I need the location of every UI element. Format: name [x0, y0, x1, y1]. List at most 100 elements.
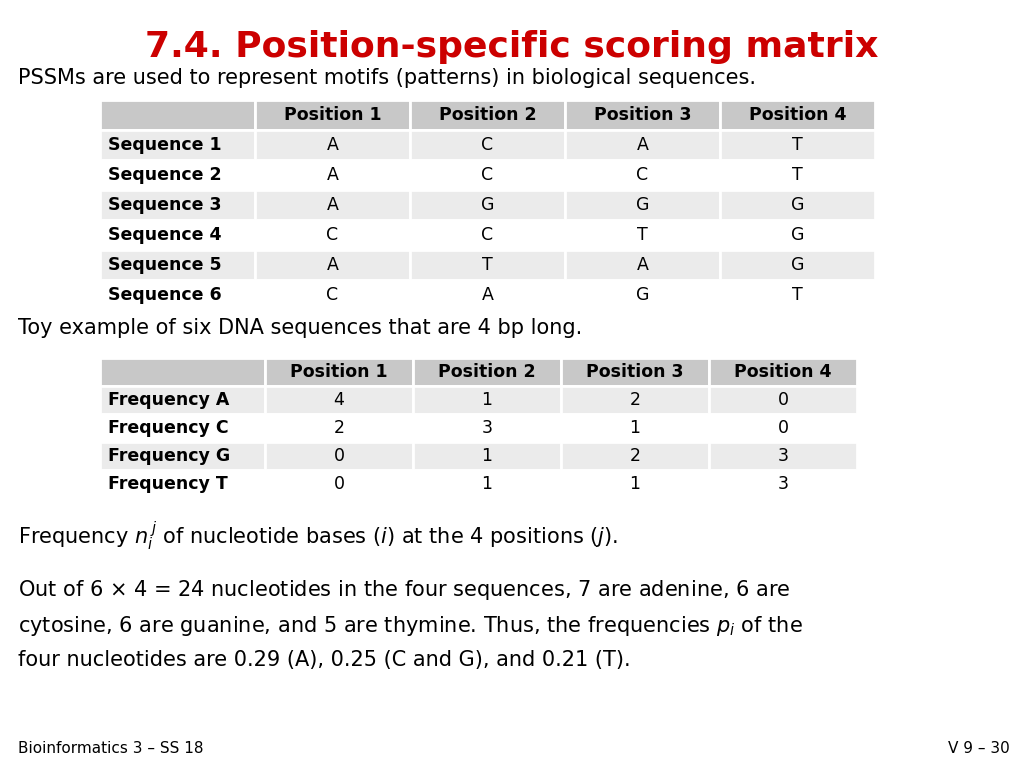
- Bar: [720, 190, 874, 220]
- Text: G: G: [480, 196, 495, 214]
- Text: Sequence 4: Sequence 4: [108, 226, 221, 244]
- Bar: [100, 442, 265, 470]
- Bar: [709, 470, 857, 498]
- Bar: [255, 220, 410, 250]
- Bar: [100, 414, 265, 442]
- Text: Position 4: Position 4: [749, 106, 846, 124]
- Text: 2: 2: [334, 419, 344, 437]
- Bar: [561, 358, 709, 386]
- Text: C: C: [481, 226, 494, 244]
- Text: 1: 1: [630, 475, 640, 493]
- Text: A: A: [327, 166, 339, 184]
- Text: Position 2: Position 2: [438, 106, 537, 124]
- Text: Frequency C: Frequency C: [108, 419, 228, 437]
- Text: A: A: [327, 256, 339, 274]
- Bar: [265, 358, 413, 386]
- Text: G: G: [636, 286, 649, 304]
- Text: C: C: [637, 166, 648, 184]
- Bar: [709, 414, 857, 442]
- Text: Position 1: Position 1: [290, 363, 388, 381]
- Bar: [413, 414, 561, 442]
- Text: Sequence 2: Sequence 2: [108, 166, 221, 184]
- Bar: [561, 386, 709, 414]
- Bar: [255, 250, 410, 280]
- Text: 0: 0: [777, 391, 788, 409]
- Bar: [720, 100, 874, 130]
- Bar: [265, 414, 413, 442]
- Text: four nucleotides are 0.29 (A), 0.25 (C and G), and 0.21 (T).: four nucleotides are 0.29 (A), 0.25 (C a…: [18, 650, 631, 670]
- Text: 3: 3: [481, 419, 493, 437]
- Text: Position 4: Position 4: [734, 363, 831, 381]
- Text: Frequency G: Frequency G: [108, 447, 230, 465]
- Text: T: T: [482, 256, 493, 274]
- Bar: [565, 250, 720, 280]
- Text: Out of 6 $\times$ 4 = 24 nucleotides in the four sequences, 7 are adenine, 6 are: Out of 6 $\times$ 4 = 24 nucleotides in …: [18, 578, 791, 602]
- Text: 4: 4: [334, 391, 344, 409]
- Bar: [709, 358, 857, 386]
- Text: Position 3: Position 3: [594, 106, 691, 124]
- Text: V 9 – 30: V 9 – 30: [948, 741, 1010, 756]
- Bar: [720, 220, 874, 250]
- Text: Sequence 3: Sequence 3: [108, 196, 221, 214]
- Text: C: C: [481, 136, 494, 154]
- Text: 0: 0: [334, 475, 344, 493]
- Text: 1: 1: [481, 475, 493, 493]
- Text: Toy example of six DNA sequences that are 4 bp long.: Toy example of six DNA sequences that ar…: [18, 318, 583, 338]
- Text: G: G: [636, 196, 649, 214]
- Bar: [410, 220, 565, 250]
- Bar: [255, 130, 410, 160]
- Bar: [100, 130, 255, 160]
- Bar: [100, 220, 255, 250]
- Bar: [565, 190, 720, 220]
- Text: T: T: [793, 136, 803, 154]
- Text: G: G: [791, 196, 804, 214]
- Bar: [410, 250, 565, 280]
- Bar: [410, 100, 565, 130]
- Text: C: C: [481, 166, 494, 184]
- Bar: [410, 280, 565, 310]
- Text: Position 1: Position 1: [284, 106, 381, 124]
- Text: Sequence 6: Sequence 6: [108, 286, 221, 304]
- Bar: [720, 130, 874, 160]
- Bar: [565, 280, 720, 310]
- Bar: [100, 250, 255, 280]
- Bar: [709, 386, 857, 414]
- Text: A: A: [327, 136, 339, 154]
- Text: G: G: [791, 226, 804, 244]
- Bar: [413, 386, 561, 414]
- Bar: [265, 386, 413, 414]
- Bar: [255, 280, 410, 310]
- Bar: [565, 160, 720, 190]
- Text: Frequency A: Frequency A: [108, 391, 229, 409]
- Bar: [413, 470, 561, 498]
- Text: 0: 0: [777, 419, 788, 437]
- Bar: [709, 442, 857, 470]
- Bar: [413, 442, 561, 470]
- Text: A: A: [637, 256, 648, 274]
- Text: 3: 3: [777, 447, 788, 465]
- Bar: [100, 280, 255, 310]
- Text: 1: 1: [481, 447, 493, 465]
- Bar: [410, 160, 565, 190]
- Bar: [265, 470, 413, 498]
- Bar: [565, 100, 720, 130]
- Bar: [255, 160, 410, 190]
- Text: 2: 2: [630, 447, 640, 465]
- Text: 1: 1: [630, 419, 640, 437]
- Bar: [255, 190, 410, 220]
- Bar: [100, 386, 265, 414]
- Text: 7.4. Position-specific scoring matrix: 7.4. Position-specific scoring matrix: [145, 30, 879, 64]
- Bar: [561, 442, 709, 470]
- Bar: [720, 280, 874, 310]
- Text: T: T: [793, 166, 803, 184]
- Text: A: A: [327, 196, 339, 214]
- Bar: [561, 470, 709, 498]
- Text: Sequence 1: Sequence 1: [108, 136, 221, 154]
- Text: Sequence 5: Sequence 5: [108, 256, 221, 274]
- Text: cytosine, 6 are guanine, and 5 are thymine. Thus, the frequencies $p_i$ of the: cytosine, 6 are guanine, and 5 are thymi…: [18, 614, 803, 638]
- Bar: [565, 130, 720, 160]
- Text: C: C: [327, 286, 339, 304]
- Text: 2: 2: [630, 391, 640, 409]
- Bar: [413, 358, 561, 386]
- Text: G: G: [791, 256, 804, 274]
